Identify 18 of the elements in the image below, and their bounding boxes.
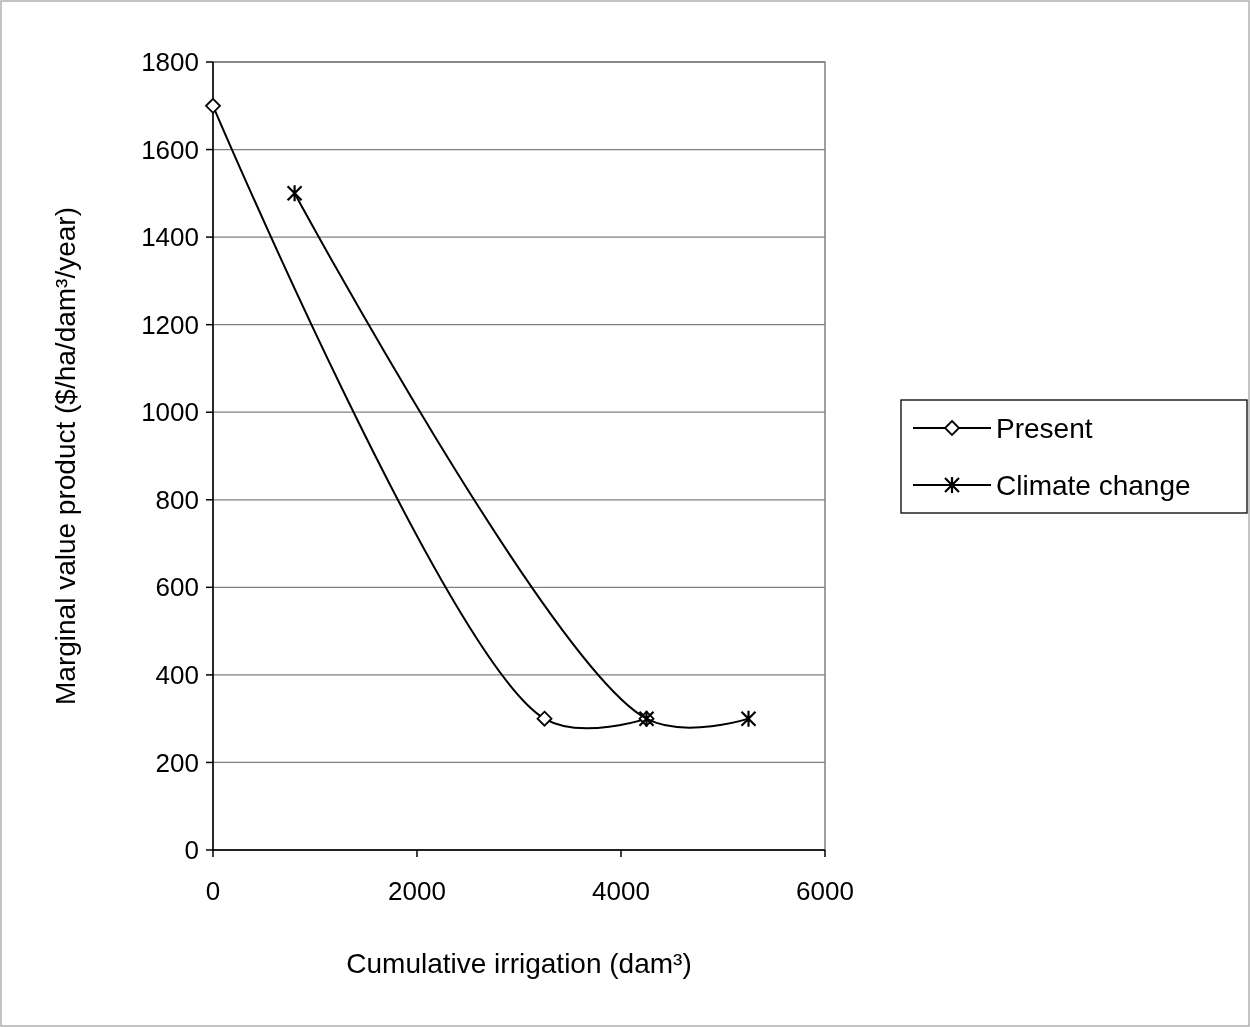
x-tick-label: 6000 bbox=[796, 876, 854, 906]
y-tick-label: 1000 bbox=[141, 397, 199, 428]
y-tick-label: 1600 bbox=[141, 134, 199, 165]
y-tick-label: 1400 bbox=[141, 222, 199, 253]
x-axis-title: Cumulative irrigation (dam³) bbox=[346, 948, 692, 979]
y-tick-label: 600 bbox=[155, 572, 199, 603]
x-tick-label: 0 bbox=[205, 876, 221, 906]
y-tick-label: 800 bbox=[155, 484, 199, 515]
y-tick-label: 400 bbox=[155, 659, 199, 690]
legend-label: Climate change bbox=[996, 469, 1191, 501]
x-tick-label: 2000 bbox=[388, 876, 446, 906]
x-tick-label: 4000 bbox=[592, 876, 650, 906]
legend-label: Present bbox=[996, 412, 1093, 444]
y-tick-label: 1200 bbox=[141, 309, 199, 340]
y-axis-title: Marginal value product ($/ha/dam³/year) bbox=[50, 206, 81, 706]
y-tick-label: 1800 bbox=[141, 47, 199, 78]
y-tick-label: 200 bbox=[155, 747, 199, 778]
y-tick-label: 0 bbox=[184, 835, 199, 866]
